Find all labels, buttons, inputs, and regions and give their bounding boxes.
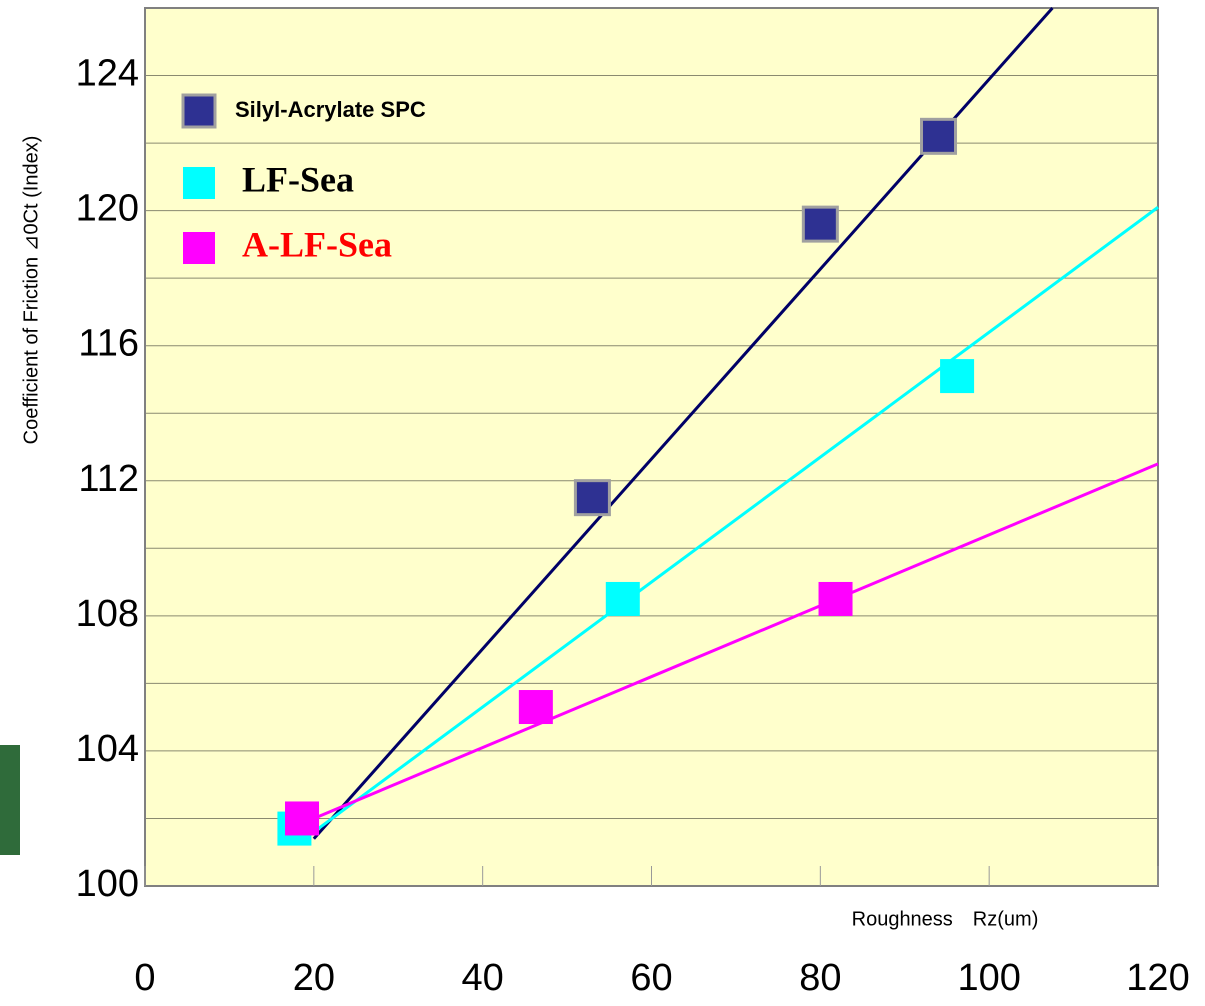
point: [940, 359, 974, 393]
x-tick-label: 100: [957, 957, 1020, 999]
point: [803, 207, 837, 241]
x-tick-label: 40: [462, 957, 504, 999]
x-tick-label: 80: [799, 957, 841, 999]
y-tick-label: 124: [76, 53, 139, 95]
x-tick-label: 20: [293, 957, 335, 999]
x-tick-label: 0: [134, 957, 155, 999]
y-tick-label: 116: [78, 323, 139, 365]
legend-marker: [183, 232, 215, 264]
y-tick-label: 100: [76, 863, 139, 905]
y-tick-label: 104: [76, 728, 139, 770]
x-tick-label: 120: [1126, 957, 1189, 999]
y-tick-label: 120: [76, 188, 139, 230]
x-tick-label: 60: [630, 957, 672, 999]
y-tick-label: 112: [78, 458, 139, 500]
legend-label: LF-Sea: [242, 159, 354, 199]
legend-label: Silyl-Acrylate SPC: [235, 97, 426, 122]
y-axis-title: Coefficient of Friction ⊿0Ct (Index): [20, 136, 42, 445]
point: [922, 119, 956, 153]
y-tick-label: 108: [76, 593, 139, 635]
legend-marker: [183, 95, 215, 127]
x-axis-title: Roughness Rz(um): [852, 908, 1039, 930]
legend-marker: [183, 167, 215, 199]
point: [519, 690, 553, 724]
chart: Roughness Rz(um) Coefficient of Friction…: [0, 0, 1205, 1006]
point: [819, 582, 853, 616]
legend-label: A-LF-Sea: [242, 224, 392, 264]
image-fragment: [0, 745, 20, 855]
point: [606, 582, 640, 616]
point: [285, 801, 319, 835]
plot-area: [145, 8, 1158, 886]
point: [575, 481, 609, 515]
